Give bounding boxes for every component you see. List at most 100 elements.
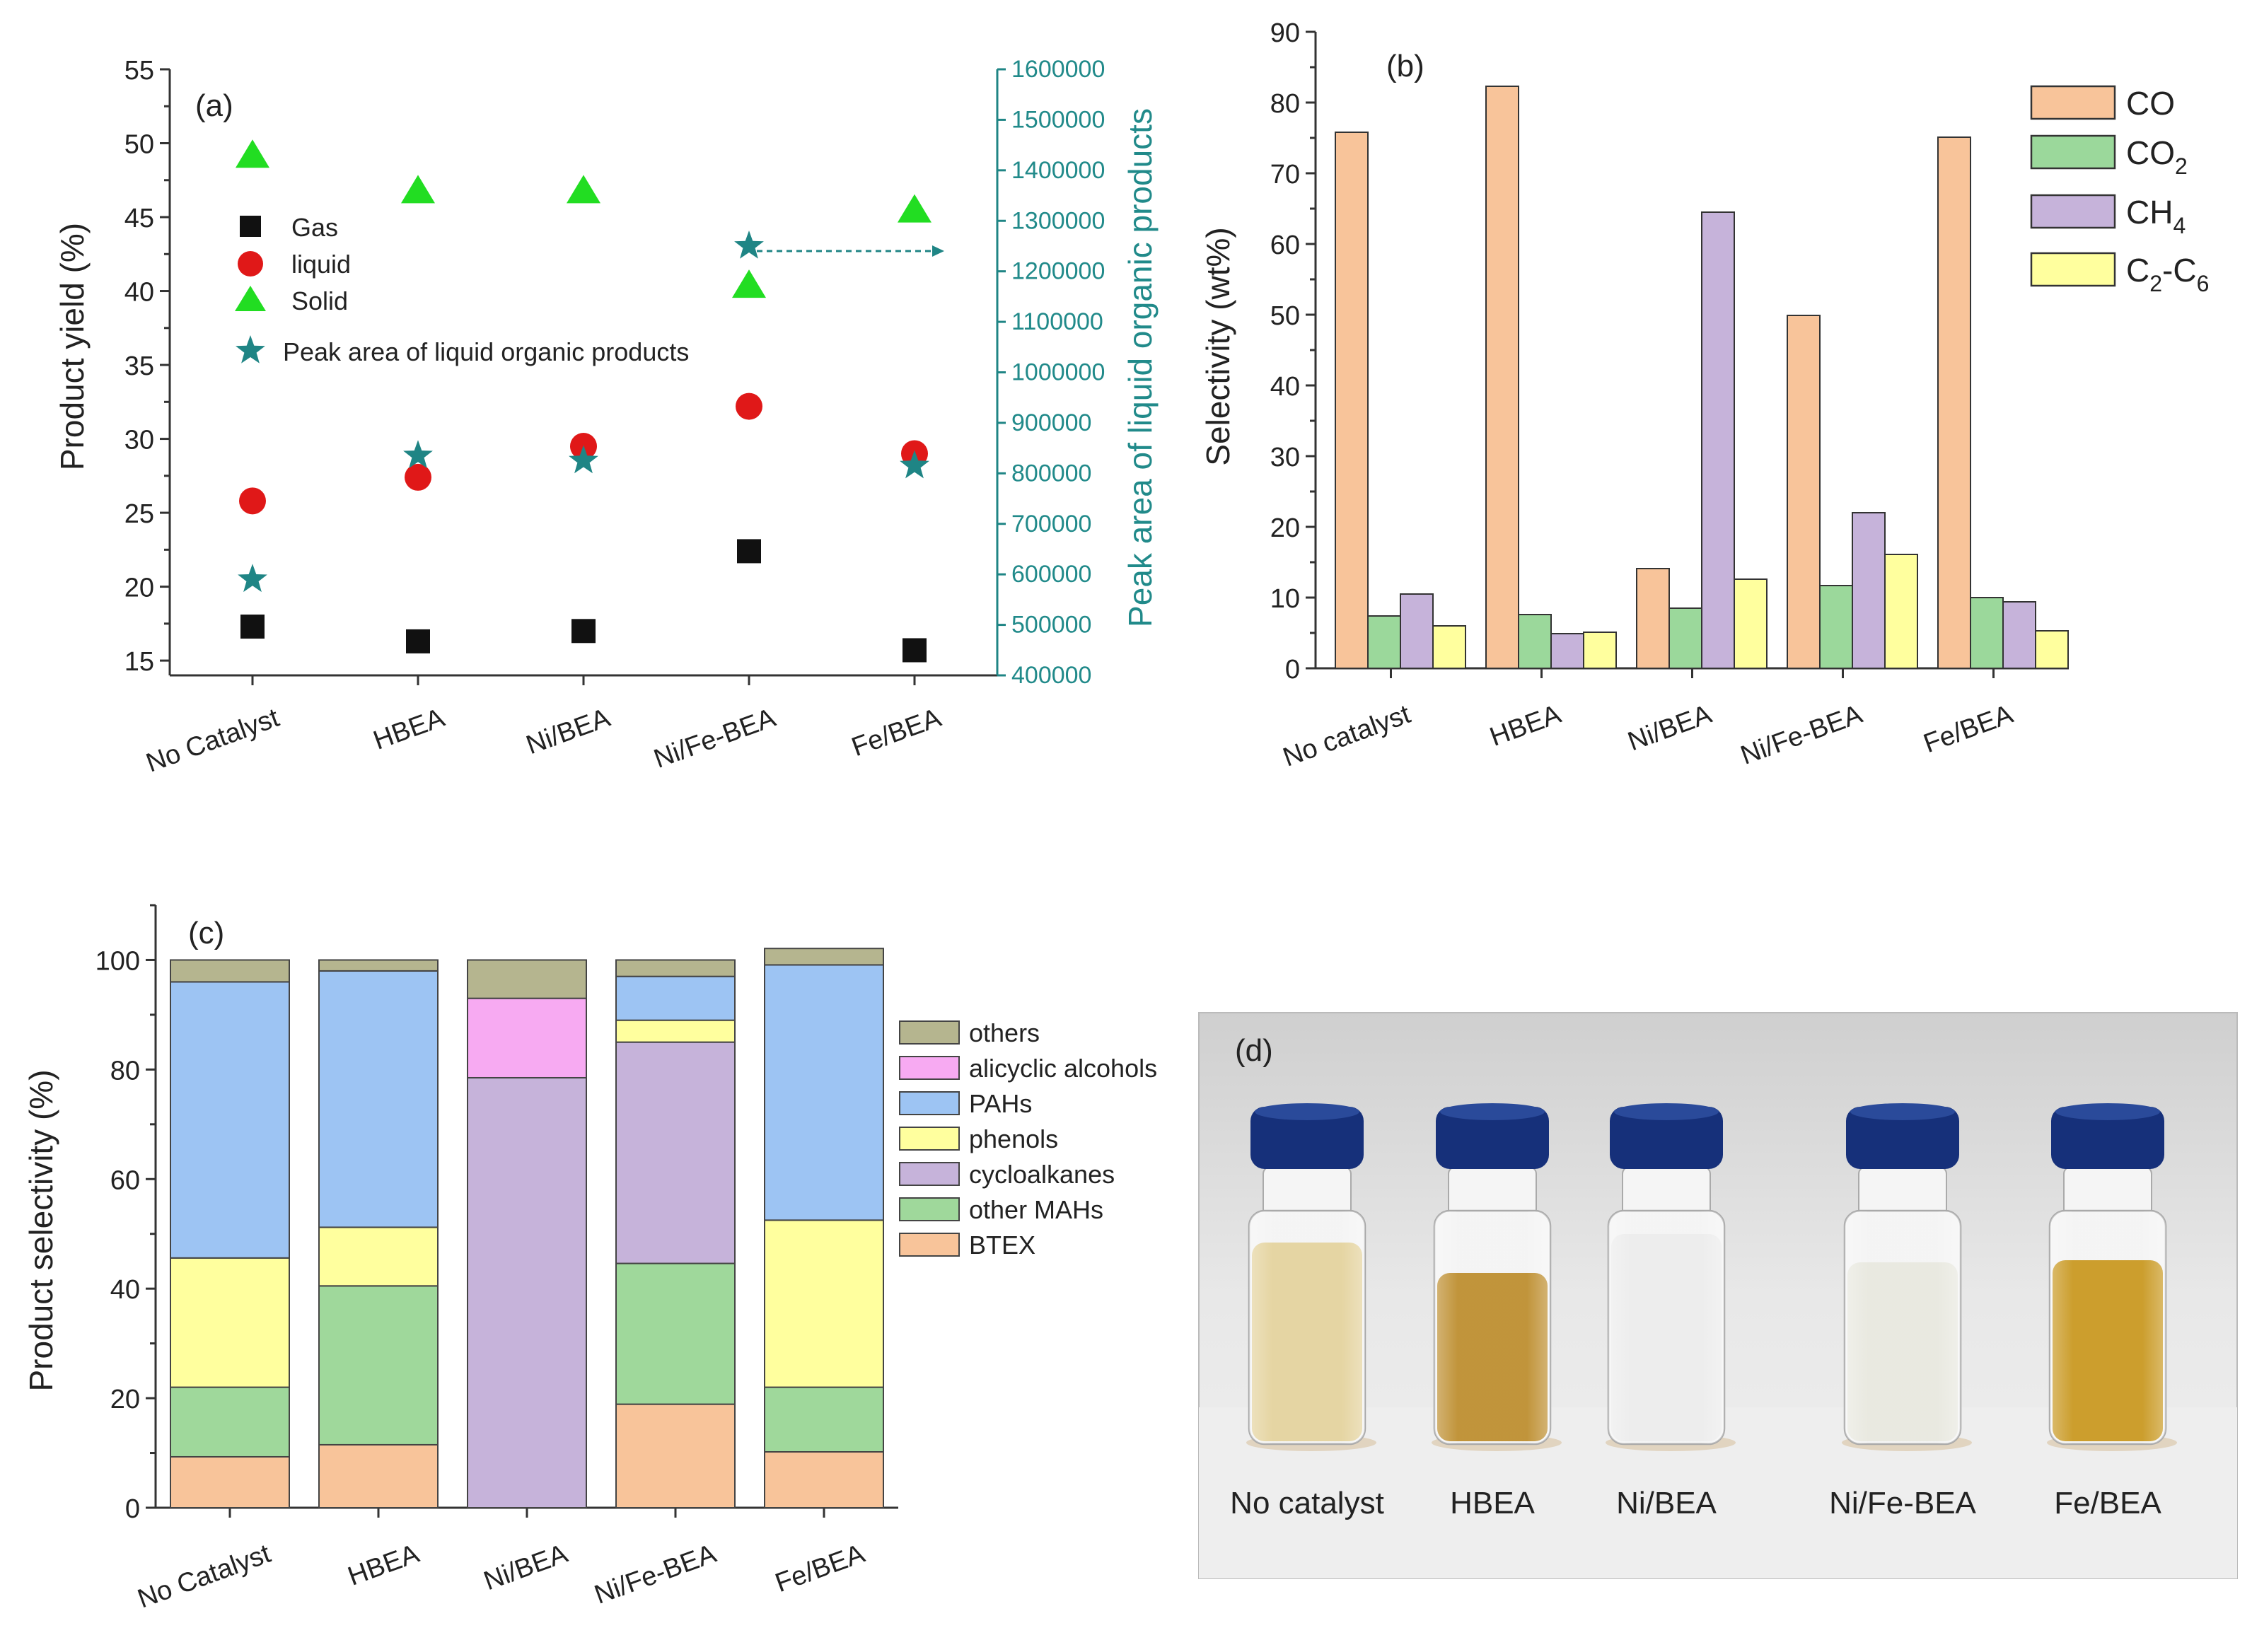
c2c6-bar — [1734, 578, 1768, 669]
panel-c-legend: others alicyclic alcohols PAHs phenols cyclo… — [899, 1018, 1157, 1260]
gas-point — [902, 638, 927, 663]
panel-b-ytick-label: 0 — [1285, 655, 1300, 685]
panel-c-xtick-label: Fe/BEA — [772, 1539, 869, 1598]
legend-co2-swatch — [2030, 134, 2116, 170]
co2-bar — [1668, 607, 1702, 669]
other-MAHs-segment — [764, 1386, 884, 1453]
legend-gas-label: Gas — [291, 213, 338, 242]
panel-c-ytick-label: 80 — [110, 1056, 140, 1086]
others-segment — [764, 948, 884, 966]
legend-peak-label: Peak area of liquid organic products — [283, 337, 689, 366]
vial-label: HBEA — [1450, 1486, 1535, 1520]
panel-c-ytick-label: 0 — [125, 1494, 140, 1524]
peak-area-point — [900, 450, 929, 479]
PAHs-segment — [170, 981, 290, 1259]
other-MAHs-segment — [615, 1262, 736, 1405]
vial-glass-highlight — [1249, 1211, 1365, 1444]
co-bar — [1787, 315, 1821, 669]
legend-PAHs-swatch — [899, 1091, 960, 1115]
vial-neck — [1622, 1166, 1711, 1217]
panel-b-legend: CO CO2 CH4 C2-C6 — [2030, 85, 2209, 296]
phenols-segment — [170, 1257, 290, 1388]
co-bar — [1485, 86, 1519, 669]
panel-a-points — [236, 139, 931, 663]
vial: Ni/Fe-BEA — [1829, 1103, 1977, 1520]
panel-b-ytick-label: 20 — [1270, 513, 1300, 543]
peak-area-point — [238, 564, 267, 593]
panel-b-ylabel: Selectivity (wt%) — [1200, 227, 1236, 465]
panel-a-ytick-label: 55 — [124, 56, 154, 86]
panel-a-y2tick-label: 1600000 — [1011, 56, 1105, 83]
phenols-segment — [615, 1019, 736, 1043]
panel-a-y2tick-label: 700000 — [1011, 511, 1091, 537]
legend-alicyclic-alcohols-swatch — [899, 1056, 960, 1080]
others-segment — [170, 959, 290, 983]
vial-cap — [1436, 1107, 1549, 1169]
panel-a-label: (a) — [195, 88, 233, 123]
panel-a-y2tick-label: 600000 — [1011, 561, 1091, 588]
legend-BTEX-label: BTEX — [969, 1231, 1035, 1260]
panel-c-ytick-label: 20 — [110, 1385, 140, 1414]
legend-ch4-label: CH4 — [2126, 194, 2186, 238]
vial-glass-highlight — [1608, 1211, 1724, 1444]
legend-cycloalkanes-swatch — [899, 1162, 960, 1186]
legend-gas-marker — [240, 216, 261, 237]
panel-b-xtick-label: No catalyst — [1279, 699, 1415, 773]
liquid-point — [239, 487, 266, 515]
BTEX-segment — [170, 1455, 290, 1509]
legend-other-MAHs-swatch — [899, 1197, 960, 1221]
legend-alicyclic-alcohols-label: alicyclic alcohols — [969, 1054, 1157, 1083]
panel-a-ylabel: Product yield (%) — [54, 223, 91, 470]
panel-a-y2tick-label: 1000000 — [1011, 359, 1105, 386]
panel-d-label: (d) — [1235, 1033, 1273, 1068]
others-segment — [318, 959, 439, 972]
vial: Fe/BEA — [2047, 1103, 2177, 1520]
legend-cycloalkanes-label: cycloalkanes — [969, 1160, 1115, 1189]
panel-c-xtick-label: Ni/Fe-BEA — [591, 1539, 721, 1610]
co2-bar — [1819, 585, 1853, 669]
panel-b-xtick-label: Ni/Fe-BEA — [1737, 699, 1867, 771]
legend-others-label: others — [969, 1018, 1040, 1047]
c2c6-bar — [1583, 632, 1617, 669]
co-bar — [1937, 136, 1971, 669]
vial-label: Ni/Fe-BEA — [1829, 1486, 1976, 1520]
panel-b-ytick-label: 50 — [1270, 301, 1300, 331]
vial-cap-top — [1255, 1103, 1359, 1120]
legend-phenols-label: phenols — [969, 1124, 1058, 1153]
panel-b-ytick-label: 70 — [1270, 160, 1300, 190]
co-bar — [1335, 132, 1369, 669]
panel-c-xtick-label: No Catalyst — [134, 1539, 274, 1615]
other-MAHs-segment — [170, 1386, 290, 1458]
legend-co-swatch — [2030, 85, 2116, 120]
legend-phenols-swatch — [899, 1127, 960, 1151]
legend-BTEX-swatch — [899, 1233, 960, 1257]
vial-glass-highlight — [1845, 1211, 1961, 1444]
vial-cap — [1250, 1107, 1364, 1169]
solid-point — [567, 175, 600, 204]
panel-c-bars — [170, 948, 884, 1509]
vial-cap-top — [2055, 1103, 2160, 1120]
panel-c-xtick-label: HBEA — [344, 1539, 423, 1592]
vial-cap — [2051, 1107, 2164, 1169]
gas-point — [571, 619, 596, 644]
phenols-segment — [764, 1219, 884, 1388]
vial-neck — [2063, 1166, 2152, 1217]
vial-label: No catalyst — [1230, 1486, 1384, 1520]
vial-neck — [1448, 1166, 1537, 1217]
panel-a-ytick-label: 25 — [124, 499, 154, 529]
vial-neck — [1858, 1166, 1947, 1217]
panel-b-ytick-label: 90 — [1270, 18, 1300, 48]
ch4-bar — [1550, 633, 1584, 669]
vial: HBEA — [1432, 1103, 1562, 1520]
panel-a-y2tick-label: 1400000 — [1011, 157, 1105, 184]
solid-point — [401, 175, 435, 204]
BTEX-segment — [615, 1403, 736, 1509]
ch4-bar — [1852, 512, 1886, 669]
alicyclic-alcohols-segment — [467, 997, 587, 1078]
PAHs-segment — [615, 975, 736, 1021]
panel-a-xtick-label: No Catalyst — [142, 703, 283, 779]
panel-a-y2tick-label: 500000 — [1011, 612, 1091, 639]
panel-b-bars — [1335, 86, 2069, 669]
legend-other-MAHs-label: other MAHs — [969, 1195, 1103, 1224]
